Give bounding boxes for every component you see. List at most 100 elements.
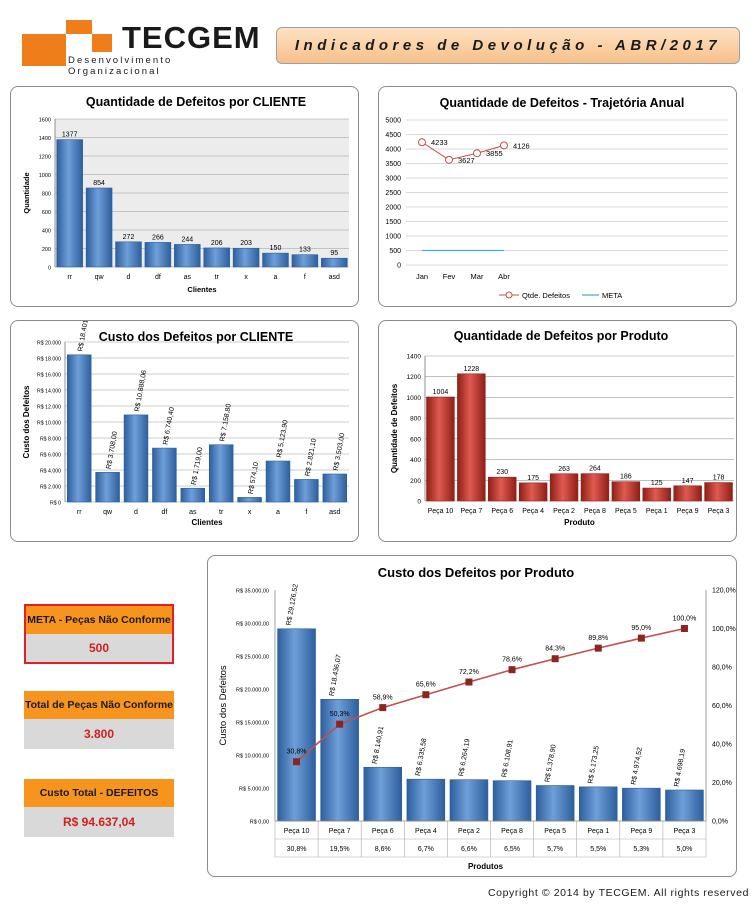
y-tick-label: 1500 [385,219,401,226]
bar [291,254,319,268]
cumulative-label: 89,8% [588,635,608,642]
y-tick-label: R$ 15.000,00 [236,721,269,727]
y-tick-label: 1400 [39,136,51,142]
x-tick-label: Peça 1 [646,508,668,515]
data-label: 264 [589,466,601,473]
y-tick-label: 0 [48,266,51,272]
y-tick-label: R$ 8.000 [40,437,61,443]
x-tick-label: f [305,509,307,516]
x-tick-label: df [161,509,167,516]
cumulative-label: 58,9% [373,695,393,702]
x-tick-label: a [274,274,278,281]
x-tick-label: Peça 5 [544,828,566,835]
bar [294,479,319,503]
y2-tick-label: 40,0% [712,742,732,749]
data-label: 4126 [513,141,530,150]
x-tick-label: asd [329,509,340,516]
y-axis-title: Quantidade de Defeitos [390,383,399,473]
panel-trajetoria: Quantidade de Defeitos - Trajetória Anua… [378,86,737,307]
data-label: R$ 1.719,00 [191,447,205,486]
cumulative-line [296,627,685,763]
y-tick-label: 0 [417,499,421,506]
bar [152,447,177,503]
cumulative-point [594,644,602,652]
bar [203,247,230,268]
bar [95,472,120,503]
bar [622,787,661,822]
y-tick-label: R$ 12.000 [37,405,61,411]
chart-qtd-produto: Quantidade de Defeitos por Produto 0 200 40… [390,329,734,527]
x-tick-label: Peça 5 [615,508,637,515]
cumulative-label: 72,2% [459,669,479,676]
kpi-total-pecas-value: 3.800 [24,719,174,749]
y-tick-label: R$ 20.000 [37,341,61,347]
cumulative-point [379,704,387,712]
data-label: R$ 18.401,00 [77,321,91,352]
chart-title: Custo dos Defeitos por Produto [378,565,575,580]
table-value: 6,5% [504,846,520,853]
y-tick-label: R$ 18.000 [37,357,61,363]
data-label: 203 [240,240,252,247]
data-label: R$ 5.123,90 [276,419,290,458]
data-point [473,149,481,158]
bar [180,487,206,503]
table-value: 5,5% [590,846,606,853]
table-value: 8,6% [375,846,391,853]
y-tick-label: 500 [389,248,401,255]
data-label: 854 [93,180,105,187]
x-axis-title: Produto [564,518,595,527]
x-tick-label: Mar [471,272,484,281]
y-tick-label: 600 [42,210,51,216]
bar [66,354,92,503]
cumulative-point [336,720,344,728]
data-label: 1377 [62,132,78,139]
x-tick-label: as [189,509,197,516]
table-value: 30,8% [287,846,307,853]
data-label: 244 [181,236,193,243]
y-tick-label: 1000 [407,395,422,402]
y-tick-label: 5000 [385,118,401,125]
data-label: R$ 5.378,90 [544,744,558,783]
y2-tick-label: 20,0% [712,780,732,787]
data-label: 133 [299,247,311,254]
cumulative-label: 100,0% [673,616,697,623]
y-tick-label: 1400 [407,354,422,361]
y-tick-label: 0 [397,263,401,270]
kpi-total-pecas: Total de Peças Não Conforme 3.800 [24,691,174,749]
data-label: R$ 5.173,25 [587,745,601,784]
legend-marker-defeitos [505,291,513,299]
x-tick-label: f [304,274,306,281]
data-label: 3627 [458,156,475,165]
cumulative-label: 50,3% [330,711,350,718]
bar [518,482,548,502]
x-tick-label: Peça 4 [522,508,544,515]
y-tick-label: 400 [410,457,421,464]
data-label: 175 [527,475,539,482]
bar [488,476,517,502]
y-tick-label: 1000 [385,234,401,241]
y-tick-label: 800 [410,416,421,423]
x-tick-label: Peça 8 [584,508,606,515]
data-label: 178 [713,475,725,482]
kpi-custo-total-label: Custo Total - DEFEITOS [24,779,174,807]
data-label: 95 [330,250,338,257]
data-label: 150 [270,245,282,252]
chart-title: Quantidade de Defeitos - Trajetória Anua… [440,96,685,110]
kpi-total-pecas-label: Total de Peças Não Conforme [24,691,174,719]
bar [449,779,489,822]
x-tick-label: Peça 1 [587,828,609,835]
cumulative-label: 65,6% [416,682,436,689]
bar [580,473,610,502]
data-point [418,138,426,147]
table-value: 6,6% [461,846,477,853]
bar [363,766,403,822]
cumulative-point [551,655,559,663]
y-tick-label: R$ 4.000 [40,469,61,475]
panel-qtd-produto: Quantidade de Defeitos por Produto 0 200 40… [378,320,737,542]
data-label: R$ 3.708,00 [106,431,120,470]
brand-tagline: Desenvolvimento Organizacional [68,55,173,77]
panel-custo-cliente: Custo dos Defeitos por CLIENTE R$ 0 R$ 2.0… [10,320,359,542]
y2-tick-label: 0,0% [712,819,728,826]
y-tick-label: R$ 5.000,00 [239,787,269,793]
data-label: R$ 4.698,19 [674,748,688,787]
